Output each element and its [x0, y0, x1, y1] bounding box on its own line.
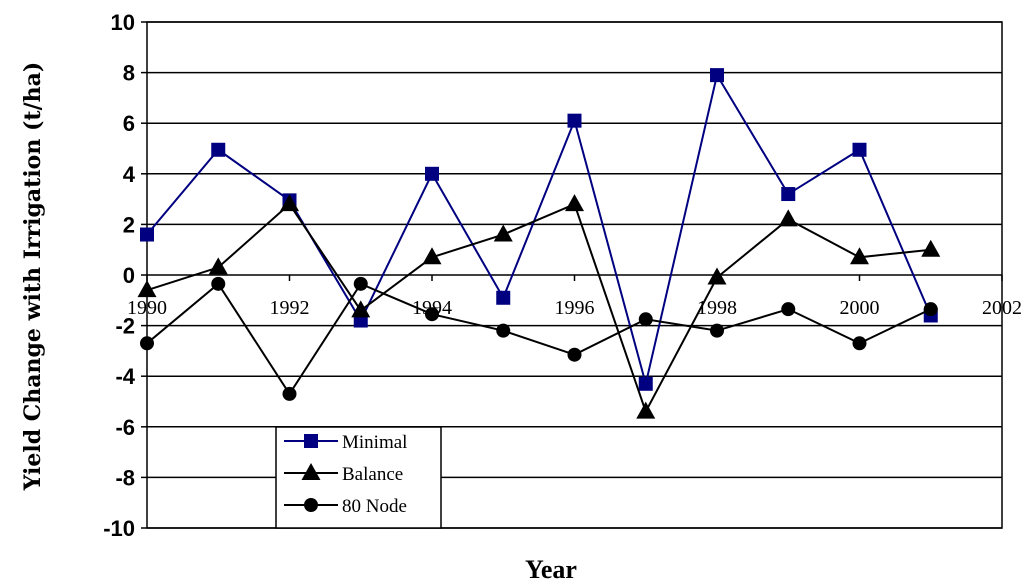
data-point-balance [208, 257, 228, 275]
data-point-80-node [567, 347, 582, 362]
y-tick-label: -10 [103, 516, 135, 541]
legend-marker-minimal [304, 434, 318, 448]
data-point-balance [778, 209, 798, 227]
series-minimal [140, 68, 938, 391]
data-point-80-node [781, 302, 796, 317]
data-point-minimal [211, 142, 226, 157]
data-point-balance [422, 247, 442, 265]
y-tick-label: -2 [115, 314, 135, 339]
series-line-balance [146, 202, 931, 415]
data-point-balance [850, 247, 869, 265]
legend-label-minimal: Minimal [342, 432, 407, 453]
data-point-minimal [140, 227, 154, 242]
data-point-balance [137, 280, 157, 298]
legend-label-balance: Balance [342, 464, 403, 485]
y-tick-label: 10 [111, 10, 135, 35]
data-point-80-node [852, 336, 867, 351]
legend-marker-80-node [304, 498, 318, 512]
data-point-minimal [638, 376, 653, 391]
series-balance [137, 194, 941, 419]
legend: Minimal Balance 80 Node [275, 426, 442, 529]
x-tick-label: 2002 [982, 297, 1022, 319]
x-tick-label: 2000 [840, 297, 880, 319]
data-point-minimal [781, 187, 796, 202]
y-tick-label: 4 [123, 162, 136, 187]
data-point-minimal [425, 166, 439, 181]
data-point-80-node [425, 307, 439, 322]
series-80-node [140, 276, 938, 401]
data-point-80-node [710, 323, 724, 338]
data-point-balance [636, 401, 656, 419]
y-tick-label: 8 [123, 61, 135, 86]
data-point-80-node [211, 276, 226, 291]
x-tick-label: 1992 [270, 297, 310, 319]
data-point-balance [921, 239, 941, 257]
y-axis-label: Yield Change with Irrigation (t/ha) [20, 62, 46, 492]
data-point-80-node [353, 276, 368, 291]
data-point-minimal [567, 113, 582, 128]
legend-marker-balance [301, 463, 321, 480]
x-tick-label: 1998 [697, 297, 737, 319]
series-line-minimal [146, 72, 932, 385]
data-point-80-node [496, 323, 511, 338]
x-tick-label: 1996 [555, 297, 595, 319]
data-point-80-node [140, 336, 154, 351]
data-point-minimal [852, 142, 867, 157]
series-layer [137, 68, 941, 419]
data-point-balance [351, 300, 371, 318]
series-line-80-node [146, 282, 932, 396]
y-tick-label: -8 [115, 465, 135, 490]
x-tick-label: 1990 [127, 297, 167, 319]
x-axis-label: Year [525, 555, 577, 584]
data-point-balance [280, 194, 299, 212]
y-tick-label: 2 [123, 212, 135, 237]
y-tick-label: 6 [123, 111, 135, 136]
x-axis-ticks: 1990199219941996199820002002 [127, 275, 1022, 319]
y-axis-ticks: 10 8 6 4 2 0 -2 -4 -6 -8 -10 [103, 10, 147, 541]
data-point-minimal [496, 290, 511, 305]
data-point-balance [565, 194, 584, 212]
y-tick-label: 0 [123, 263, 135, 288]
data-point-minimal [710, 68, 724, 83]
y-tick-label: -4 [115, 364, 135, 389]
data-point-balance [493, 224, 513, 242]
data-point-80-node [923, 302, 938, 317]
data-point-80-node [638, 312, 653, 327]
data-point-80-node [282, 386, 297, 401]
data-point-balance [707, 267, 727, 285]
legend-label-80-node: 80 Node [342, 496, 407, 517]
y-tick-label: -6 [115, 415, 135, 440]
